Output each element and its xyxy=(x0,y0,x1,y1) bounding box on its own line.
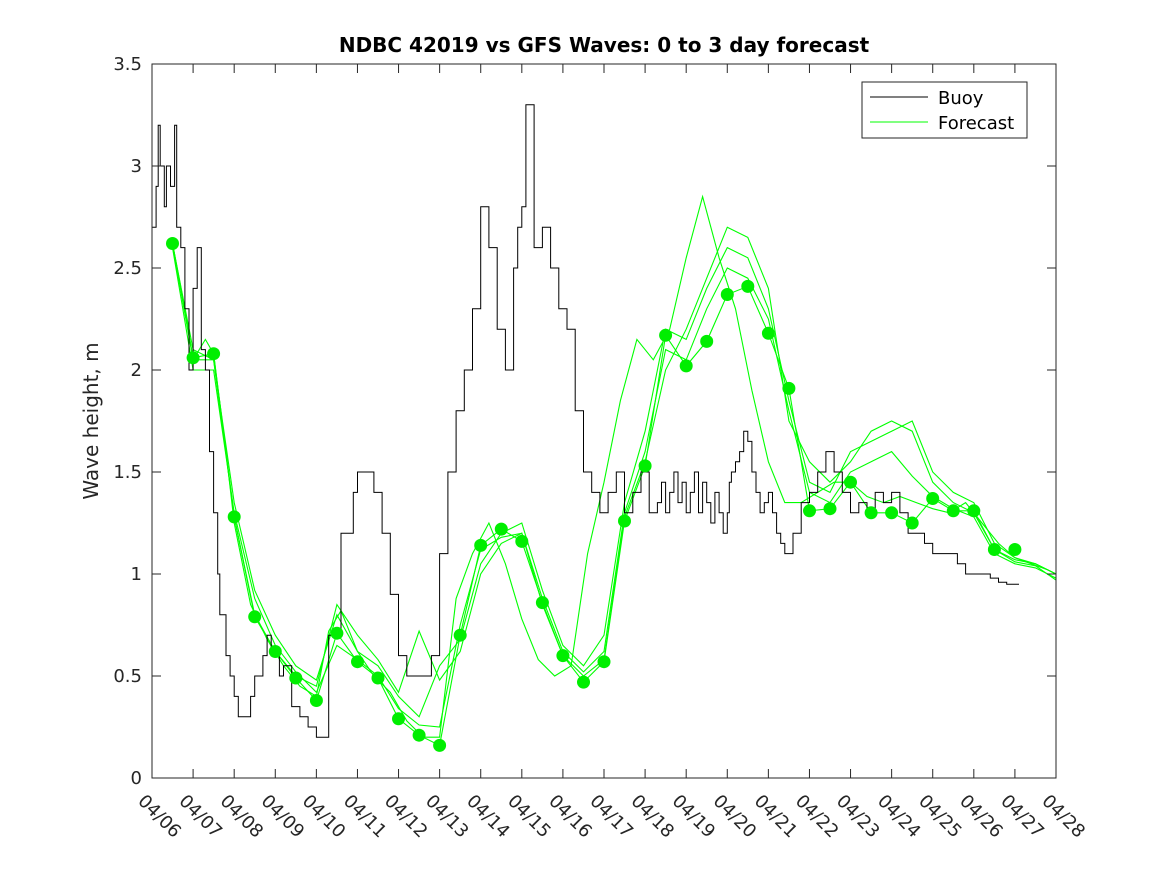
forecast-dot xyxy=(309,694,323,707)
legend-forecast-label: Forecast xyxy=(938,113,1014,134)
y-tick-label: 3 xyxy=(131,156,142,177)
y-tick-label: 2 xyxy=(131,360,142,381)
forecast-dot xyxy=(844,475,857,489)
forecast-dot xyxy=(782,381,796,395)
forecast-dot xyxy=(761,326,775,340)
forecast-dot xyxy=(166,237,179,250)
forecast-dot xyxy=(679,359,693,373)
forecast-dot xyxy=(659,328,673,342)
forecast-dot xyxy=(926,492,940,505)
forecast-dot xyxy=(905,516,919,530)
forecast-dot xyxy=(494,522,508,536)
forecast-dot xyxy=(268,645,282,658)
forecast-dot xyxy=(987,543,1001,556)
forecast-dot xyxy=(248,610,262,624)
forecast-dot xyxy=(289,671,303,685)
legend: Buoy Forecast xyxy=(861,81,1028,139)
forecast-dot xyxy=(371,671,385,685)
legend-buoy-label: Buoy xyxy=(938,88,984,109)
forecast-dot xyxy=(597,655,611,669)
forecast-dot xyxy=(885,506,899,520)
forecast-dot xyxy=(946,504,960,518)
forecast-dot xyxy=(515,534,529,548)
forecast-dot xyxy=(720,288,734,301)
forecast-dot xyxy=(433,738,447,752)
y-tick-label: 2.5 xyxy=(113,258,142,279)
forecast-dot xyxy=(330,626,344,640)
y-tick-label: 0.5 xyxy=(113,666,142,687)
forecast-dot xyxy=(864,506,878,520)
buoy-line xyxy=(152,104,1019,738)
forecast-dot xyxy=(618,514,631,528)
forecast-dot xyxy=(823,502,837,516)
forecast-dot xyxy=(967,504,981,518)
y-tick-label: 0 xyxy=(131,768,142,789)
forecast-run-line-1 xyxy=(171,247,1057,728)
forecast-dot xyxy=(474,538,488,552)
forecast-dot xyxy=(1008,543,1022,556)
y-tick-label: 1.5 xyxy=(113,462,142,483)
plot-layer xyxy=(152,104,1057,752)
forecast-dot xyxy=(741,279,755,293)
forecast-dot xyxy=(351,655,364,669)
forecast-dot xyxy=(535,596,549,610)
forecast-dot xyxy=(453,628,467,642)
forecast-dot xyxy=(392,712,405,726)
chart-title: NDBC 42019 vs GFS Waves: 0 to 3 day fore… xyxy=(339,33,870,57)
y-tick-label: 1 xyxy=(131,564,142,585)
legend-box xyxy=(861,81,1028,139)
forecast-dot xyxy=(638,459,652,473)
forecast-dot xyxy=(700,334,714,348)
forecast-dot xyxy=(227,510,241,524)
forecast-dot xyxy=(803,504,816,518)
forecast-dot xyxy=(412,728,426,742)
forecast-run-line-2 xyxy=(171,243,1057,718)
forecast-dot xyxy=(207,347,221,361)
forecast-dot xyxy=(556,649,570,663)
forecast-dot xyxy=(577,675,590,689)
forecast-dot xyxy=(186,351,200,365)
y-axis-label: Wave height, m xyxy=(79,342,103,499)
y-tick-label: 3.5 xyxy=(113,54,142,75)
